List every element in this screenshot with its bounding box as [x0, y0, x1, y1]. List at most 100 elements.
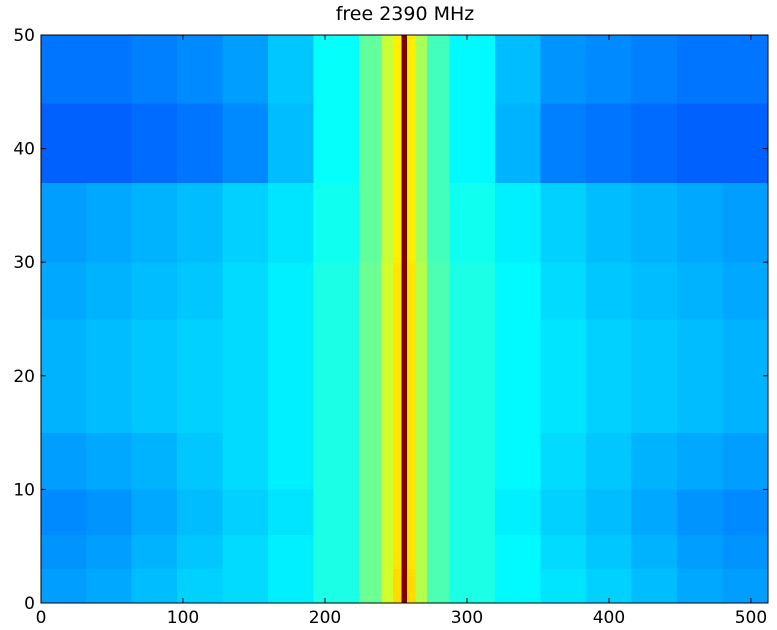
heatmap-cell [177, 489, 224, 536]
heatmap-cell [392, 318, 402, 377]
heatmap-cell [392, 534, 402, 570]
heatmap-cell [676, 102, 723, 183]
heatmap-cell [426, 261, 451, 320]
heatmap-cell [86, 489, 133, 536]
heatmap-cell [449, 432, 496, 490]
heatmap-cell [392, 432, 402, 490]
heatmap-cell [267, 375, 314, 433]
heatmap-cell [407, 489, 417, 536]
heatmap-cell [86, 568, 133, 604]
heatmap-cell [495, 318, 542, 377]
heatmap-cell [358, 34, 383, 104]
heatmap-cell [313, 318, 360, 377]
heatmap-cell [381, 489, 394, 536]
heatmap-cell [381, 34, 394, 104]
heatmap-cell [676, 375, 723, 433]
heatmap-cell [222, 534, 269, 570]
heatmap-cell [426, 534, 451, 570]
heatmap-cell [540, 568, 587, 604]
heatmap-cell [407, 318, 417, 377]
heatmap-cell [722, 375, 769, 433]
heatmap-cell [381, 534, 394, 570]
heatmap-cell [401, 182, 408, 263]
heatmap-cell [407, 182, 417, 263]
heatmap-cell [540, 489, 587, 536]
heatmap-cell [267, 318, 314, 377]
heatmap-cell [267, 432, 314, 490]
heatmap-cell [426, 318, 451, 377]
heatmap-cell [415, 102, 428, 183]
heatmap-cell [631, 489, 678, 536]
heatmap-cell [407, 568, 417, 604]
heatmap-cell [358, 534, 383, 570]
heatmap-cell [392, 34, 402, 104]
heatmap-cell [381, 432, 394, 490]
heatmap-cell [585, 261, 632, 320]
heatmap-cell [401, 102, 408, 183]
heatmap-cell [267, 261, 314, 320]
heatmap-cell [358, 318, 383, 377]
heatmap-cell [401, 568, 408, 604]
heatmap-cell [426, 432, 451, 490]
plot-frame [40, 34, 769, 604]
heatmap-cell [86, 318, 133, 377]
heatmap-cell [177, 34, 224, 104]
heatmap-cell [40, 34, 87, 104]
heatmap-cell [722, 318, 769, 377]
heatmap-cell [392, 489, 402, 536]
heatmap-cell [267, 489, 314, 536]
heatmap-cell [631, 34, 678, 104]
heatmap-cell [449, 568, 496, 604]
heatmap-cell [358, 432, 383, 490]
heatmap-cell [407, 102, 417, 183]
heatmap-cell [222, 432, 269, 490]
heatmap-cell [415, 34, 428, 104]
heatmap-cell [381, 375, 394, 433]
heatmap-cell [222, 568, 269, 604]
heatmap-cell [495, 534, 542, 570]
heatmap-cell [407, 534, 417, 570]
y-tick-label: 50 [13, 26, 35, 46]
heatmap-cell [585, 568, 632, 604]
heatmap-cell [177, 261, 224, 320]
heatmap-cell [415, 261, 428, 320]
heatmap-cell [722, 489, 769, 536]
heatmap-cell [401, 261, 408, 320]
heatmap-cell [676, 34, 723, 104]
heatmap-cell [392, 261, 402, 320]
heatmap-cell [631, 375, 678, 433]
heatmap-cell [358, 375, 383, 433]
heatmap-cell [449, 182, 496, 263]
heatmap-cell [267, 182, 314, 263]
heatmap-cell [676, 568, 723, 604]
heatmap-cell [131, 318, 178, 377]
heatmap-cell [177, 102, 224, 183]
heatmap-cell [40, 568, 87, 604]
heatmap-cell [722, 432, 769, 490]
heatmap-cell [401, 432, 408, 490]
heatmap-cell [131, 568, 178, 604]
heatmap-cell [495, 375, 542, 433]
x-tick-label: 200 [309, 608, 341, 628]
heatmap-cell [358, 261, 383, 320]
heatmap-cell [676, 534, 723, 570]
heatmap-cell [415, 534, 428, 570]
heatmap-cell [313, 261, 360, 320]
heatmap-cell [267, 568, 314, 604]
heatmap-cell [40, 432, 87, 490]
heatmap-cell [722, 568, 769, 604]
heatmap-cell [131, 432, 178, 490]
heatmap-cell [40, 318, 87, 377]
heatmap-cell [222, 34, 269, 104]
heatmap-cell [401, 34, 408, 104]
heatmap-cell [495, 182, 542, 263]
heatmap-cell [407, 261, 417, 320]
heatmap-cell [540, 34, 587, 104]
heatmap-cell [585, 432, 632, 490]
heatmap-cell [40, 182, 87, 263]
heatmap-cell [631, 102, 678, 183]
heatmap-cell [407, 34, 417, 104]
x-tick-label: 100 [167, 608, 199, 628]
heatmap-cell [86, 375, 133, 433]
